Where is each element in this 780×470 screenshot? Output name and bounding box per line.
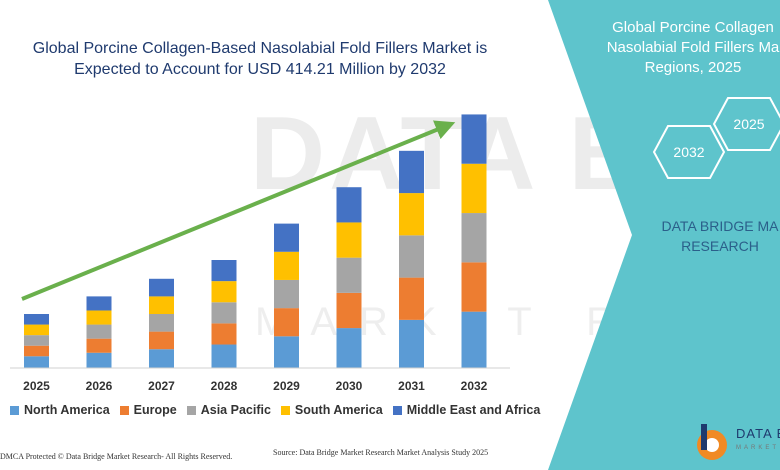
logo-subtext: MARKET (736, 445, 780, 451)
bar-2025-series-0 (24, 356, 49, 368)
side-panel-title-line-2: Nasolabial Fold Fillers Ma (606, 39, 780, 56)
x-tick-label: 2028 (211, 379, 238, 393)
bar-2028-series-2 (211, 302, 237, 324)
chart-title-line-1: Global Porcine Collagen-Based Nasolabial… (32, 40, 488, 57)
bar-2028-series-3 (211, 281, 237, 303)
bar-2025-series-4 (24, 314, 49, 325)
bar-2025-series-1 (24, 345, 49, 357)
tick-labels-layer: 2025 2026 2027 2028 2029 2030 2031 2032 (23, 379, 488, 393)
x-tick-label: 2026 (86, 379, 113, 393)
legend-item: Asia Pacific (186, 403, 271, 417)
x-tick-label: 2030 (336, 379, 363, 393)
legend-item: South America (280, 403, 383, 417)
bar-2030-series-4 (336, 187, 362, 223)
bar-2026-series-4 (86, 296, 112, 311)
logo-name: DATA B (736, 426, 780, 441)
bar-2030-series-1 (336, 292, 362, 329)
bar-2026-series-3 (86, 310, 112, 325)
bar-2032-series-1 (461, 262, 487, 312)
x-tick-label: 2032 (461, 379, 488, 393)
x-tick-label: 2029 (273, 379, 300, 393)
bar-2029-series-4 (274, 223, 299, 252)
x-tick-label: 2031 (398, 379, 425, 393)
side-panel-brand-line-2: RESEARCH (681, 238, 759, 254)
bar-2029-series-0 (274, 336, 299, 368)
legend-label: North America (24, 403, 110, 417)
bar-2029-series-2 (274, 279, 299, 309)
bar-2027-series-1 (149, 331, 174, 350)
bar-2028-series-0 (211, 344, 237, 368)
side-panel-title-line-3: Regions, 2025 (644, 59, 742, 76)
legend-label: Middle East and Africa (406, 403, 541, 417)
x-tick-label: 2025 (23, 379, 50, 393)
bar-2027-series-4 (149, 278, 174, 297)
bar-2031-series-0 (399, 319, 424, 368)
side-panel-title-line-1: Global Porcine Collagen (612, 19, 774, 36)
bar-2032-series-3 (461, 163, 487, 214)
bar-2032-series-0 (461, 311, 487, 368)
bar-2028-series-4 (211, 260, 237, 282)
side-panel-brand-line-1: DATA BRIDGE MA (661, 218, 779, 234)
copyright-notice: DMCA Protected © Data Bridge Market Rese… (0, 452, 233, 461)
bar-2031-series-3 (399, 193, 424, 236)
side-panel-brand: DATA BRIDGE MA RESEARCH (640, 216, 780, 256)
chart-title-line-2: Expected to Account for USD 414.21 Milli… (74, 61, 446, 78)
bar-2032-series-2 (461, 213, 487, 263)
bar-2026-series-2 (86, 324, 112, 339)
side-panel-title: Global Porcine Collagen Nasolabial Fold … (588, 18, 780, 78)
legend-swatch (392, 405, 402, 415)
trend-arrow (21, 120, 456, 301)
legend-item: North America (10, 403, 110, 417)
bar-2031-series-2 (399, 235, 424, 278)
bar-2031-series-1 (399, 277, 424, 320)
brand-logo-icon (697, 424, 727, 460)
hexagon-year-2025-label: 2025 (733, 116, 765, 132)
legend-label: South America (294, 403, 383, 417)
bar-2029-series-3 (274, 251, 299, 280)
bar-2027-series-3 (149, 296, 174, 314)
bar-2028-series-1 (211, 323, 237, 345)
bar-2030-series-0 (336, 328, 362, 368)
bars-layer (24, 114, 487, 368)
legend-label: Asia Pacific (200, 403, 271, 417)
hexagon-year-2032-label: 2032 (673, 144, 705, 160)
bar-2027-series-0 (149, 349, 174, 368)
bar-2027-series-2 (149, 314, 174, 332)
bar-2030-series-2 (336, 257, 362, 293)
bar-2031-series-4 (399, 150, 424, 194)
x-tick-label: 2027 (148, 379, 175, 393)
legend-swatch (280, 405, 290, 415)
bar-2026-series-0 (86, 352, 112, 368)
bar-2025-series-2 (24, 335, 49, 346)
chart-legend: North America Europe Asia Pacific South Ame… (10, 403, 540, 417)
bar-2029-series-1 (274, 308, 299, 337)
legend-item: Europe (119, 403, 177, 417)
bar-2026-series-1 (86, 338, 112, 353)
bar-2030-series-3 (336, 222, 362, 258)
legend-swatch (10, 405, 19, 415)
legend-swatch (186, 405, 196, 415)
bar-2032-series-4 (461, 114, 487, 164)
legend-swatch (119, 405, 129, 415)
bar-2025-series-3 (24, 324, 49, 336)
legend-item: Middle East and Africa (392, 403, 541, 417)
hexagon-year-2032: 2032 (652, 124, 726, 180)
legend-label: Europe (133, 403, 177, 417)
chart-title: Global Porcine Collagen-Based Nasolabial… (0, 38, 520, 80)
side-panel-background (548, 0, 780, 470)
source-note: Source: Data Bridge Market Research Mark… (273, 448, 489, 457)
hexagon-year-2025: 2025 (712, 96, 780, 152)
